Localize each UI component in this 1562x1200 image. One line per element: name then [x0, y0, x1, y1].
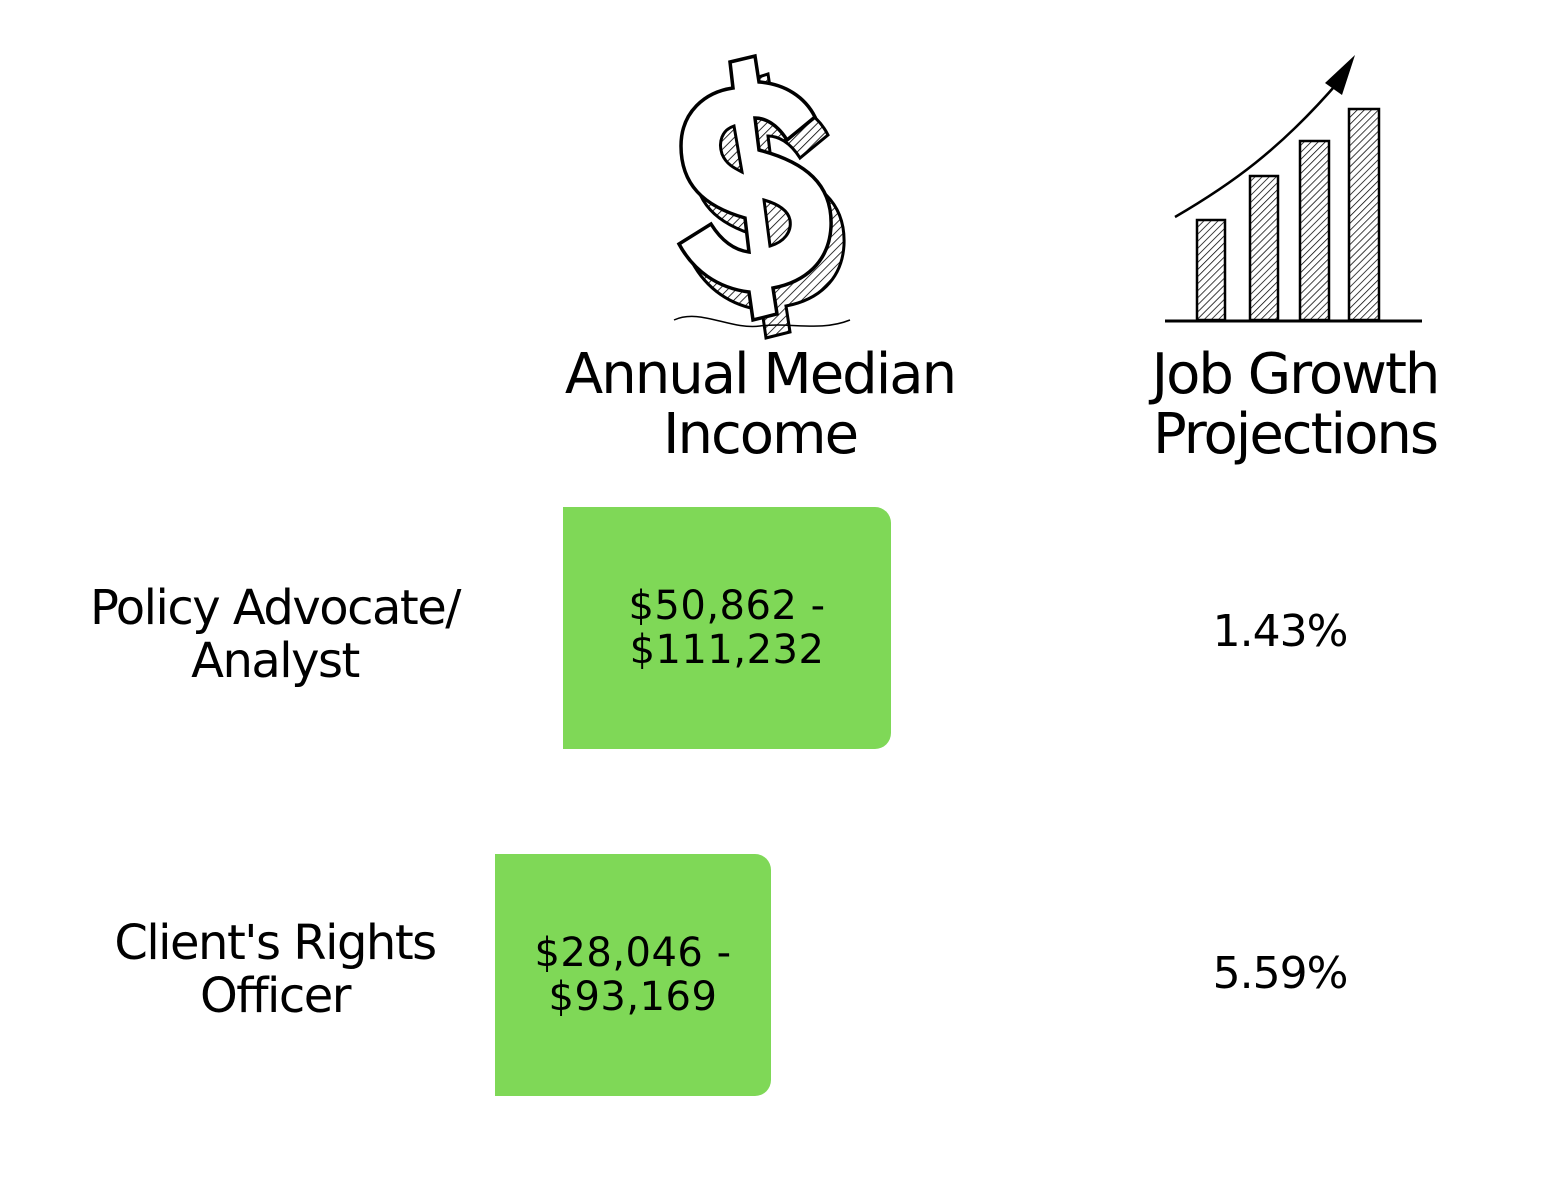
job-growth-header: Job Growth Projections: [1110, 345, 1480, 465]
growth-header-line1: Job Growth: [1151, 342, 1441, 407]
growth-header-line2: Projections: [1152, 402, 1439, 467]
income-range-line1: $28,046 -: [534, 930, 732, 976]
bar-chart-growth-icon: [1165, 55, 1422, 323]
income-header-line1: Annual Median: [564, 342, 957, 407]
annual-median-income-header: Annual Median Income: [550, 345, 970, 465]
income-box-clients-rights-officer: $28,046 - $93,169: [495, 854, 771, 1096]
row-label-line2: Officer: [199, 968, 352, 1024]
income-header-line2: Income: [662, 402, 859, 467]
row-label-line1: Client's Rights: [114, 915, 437, 971]
job-growth-value-clients-rights-officer: 5.59%: [1212, 948, 1349, 999]
row-label-line1: Policy Advocate/: [90, 580, 461, 636]
row-label-line2: Analyst: [191, 633, 360, 689]
income-range-line2: $93,169: [548, 974, 718, 1020]
income-range-line2: $111,232: [629, 627, 825, 673]
dollar-sign-icon: [673, 53, 851, 340]
row-label-policy-advocate: Policy Advocate/ Analyst: [30, 582, 520, 688]
income-box-policy-advocate: $50,862 - $111,232: [563, 507, 891, 749]
job-growth-value-policy-advocate: 1.43%: [1212, 606, 1349, 657]
income-range-line1: $50,862 -: [628, 583, 826, 629]
row-label-clients-rights-officer: Client's Rights Officer: [60, 917, 490, 1023]
